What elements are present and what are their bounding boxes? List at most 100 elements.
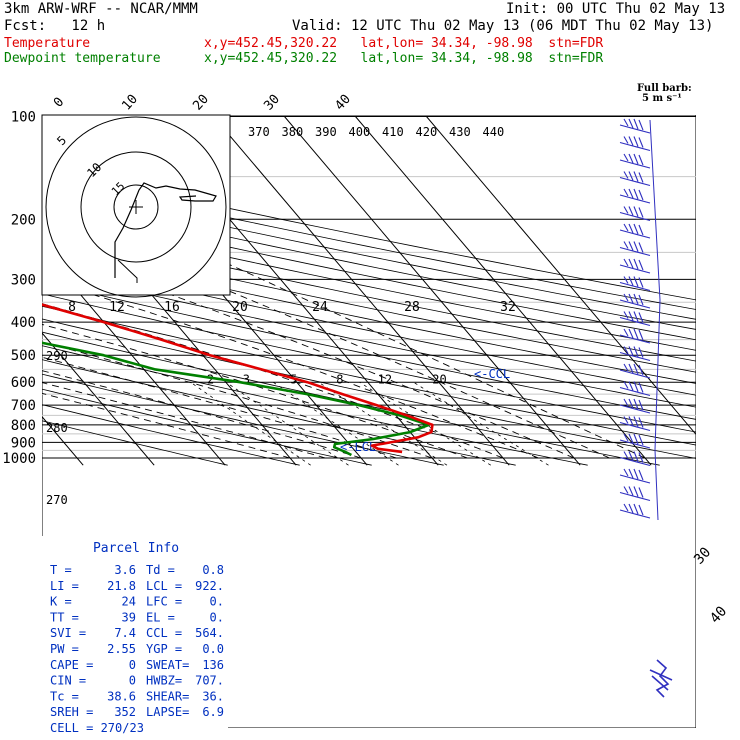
parcel-info-label: K = xyxy=(50,595,72,609)
parcel-info-value: 38.6 xyxy=(107,689,136,703)
parcel-info-value: 564. xyxy=(195,626,224,640)
parcel-info-label: CIN = xyxy=(50,674,86,688)
mixing-ratio-line xyxy=(318,381,448,466)
hodograph-ring xyxy=(45,116,227,298)
model-title: 3km ARW-WRF -- NCAR/MMM xyxy=(4,1,198,17)
hodograph-ring xyxy=(113,184,159,230)
hodograph-trace-tail xyxy=(117,259,138,283)
parcel-info-value: 6.9 xyxy=(202,705,224,719)
theta-label: 290 xyxy=(46,349,68,363)
temperature-tick-label: 30 xyxy=(261,92,283,114)
parcel-info-value: 352 xyxy=(114,705,136,719)
mixing-ratio-line xyxy=(225,381,349,466)
moist-adiabat-line xyxy=(42,370,362,459)
parcel-info-label: SVI = xyxy=(50,626,86,640)
wind-barb xyxy=(619,188,651,204)
wind-barb xyxy=(619,451,651,467)
wind-barbs-column xyxy=(619,118,673,698)
moist-adiabat-line xyxy=(42,323,468,459)
wind-barb xyxy=(619,311,651,327)
dewpoint-legend-label: Dewpoint temperature xyxy=(4,51,161,66)
mixing-ratio-line xyxy=(272,381,399,466)
theta-label: 420 xyxy=(416,125,438,139)
moist-adiabat-line xyxy=(42,356,397,459)
pressure-tick-label: 400 xyxy=(11,315,36,331)
wind-barb xyxy=(619,433,651,449)
wind-barb xyxy=(619,241,651,257)
pressure-tick-label: 800 xyxy=(11,418,36,434)
theta-label: 400 xyxy=(349,125,371,139)
temperature-legend-label: Temperature xyxy=(4,36,91,51)
parcel-info-label: SREH = xyxy=(50,705,93,719)
dry-adiabat-line xyxy=(42,167,696,301)
parcel-info-label: CCL = xyxy=(146,626,182,640)
parcel-info-value: 24 xyxy=(122,595,136,609)
parcel-info-label: HWBZ= xyxy=(146,674,182,688)
pressure-tick-label: 500 xyxy=(11,348,36,364)
wind-barb-cluster xyxy=(649,659,673,698)
parcel-info-background xyxy=(42,536,228,728)
parcel-info-label: EL = xyxy=(146,610,175,624)
wind-barb-staff xyxy=(649,119,661,521)
theta-label: 390 xyxy=(315,125,337,139)
wind-barb xyxy=(619,416,651,432)
pressure-tick-label: 300 xyxy=(11,272,36,288)
dry-adiabat-line xyxy=(42,388,372,466)
parcel-info-value: 0.8 xyxy=(202,563,224,577)
temperature-tick-label: 10 xyxy=(119,92,141,114)
wind-barb xyxy=(619,363,651,379)
hodograph-speed-tick: 24 xyxy=(312,300,328,315)
parcel-info-value: 36. xyxy=(202,689,224,703)
parcel-info-value: 7.4 xyxy=(114,626,136,640)
isotherm-line xyxy=(355,116,652,466)
temperature-tick-label: -10 xyxy=(0,89,2,116)
dry-adiabat-line xyxy=(42,331,660,466)
parcel-info-label: Tc = xyxy=(50,689,79,703)
wind-barb xyxy=(619,468,651,484)
theta-label: 370 xyxy=(248,125,270,139)
wind-barb xyxy=(619,398,651,414)
pressure-tick-label: 700 xyxy=(11,398,36,414)
parcel-info-label: CAPE = xyxy=(50,658,93,672)
parcel-info-value: 0. xyxy=(210,595,224,609)
parcel-info-label: SHEAR= xyxy=(146,689,189,703)
hodograph-trace xyxy=(114,182,217,278)
init-time: Init: 00 UTC Thu 02 May 13 xyxy=(506,1,726,17)
temperature-tick-label: 20 xyxy=(190,92,212,114)
dry-adiabat-line xyxy=(42,258,696,396)
wind-barb xyxy=(619,258,651,274)
temperature-tick-label: 0 xyxy=(51,95,67,111)
wind-barb xyxy=(619,486,651,502)
wind-barb xyxy=(619,328,651,344)
wind-barb xyxy=(619,293,651,309)
hodograph-speed-tick: 28 xyxy=(404,300,420,315)
parcel-info-box: Parcel Info T = 3.6 Td = 0.8 LI = 21.8 LCL = 922… xyxy=(42,536,228,735)
moist-adiabat-line xyxy=(42,303,504,459)
isotherm-line xyxy=(284,116,581,466)
moist-adiabat-line xyxy=(42,341,433,459)
mixing-ratio-label: 12 xyxy=(378,372,392,386)
parcel-info-label: YGP = xyxy=(146,642,182,656)
theta-label: 430 xyxy=(449,125,471,139)
parcel-info-value: 3.6 xyxy=(114,563,136,577)
mixing-ratio-line xyxy=(413,381,549,466)
parcel-info-value: 707. xyxy=(195,674,224,688)
parcel-info-label: Td = xyxy=(146,563,175,577)
parcel-info-value: 21.8 xyxy=(107,579,136,593)
hodograph-speed-tick: 8 xyxy=(68,300,76,315)
mixing-ratio-label: 2 xyxy=(207,372,214,386)
pressure-tick-label: 200 xyxy=(11,212,36,228)
temperature-legend-info: x,y=452.45,320.22 lat,lon= 34.34, -98.98… xyxy=(204,36,604,51)
dry-adiabat-line xyxy=(42,176,696,310)
dry-adiabat-line xyxy=(42,420,228,466)
temperature-tick-label: 40 xyxy=(332,92,354,114)
parcel-info-value: 136 xyxy=(202,658,224,672)
moist-adiabat-line xyxy=(44,218,610,459)
dry-adiabat-line xyxy=(42,404,300,466)
parcel-info-label: LFC = xyxy=(146,595,182,609)
parcel-info-label: PW = xyxy=(50,642,79,656)
dry-adiabat-line xyxy=(42,195,696,330)
parcel-info-label: SWEAT= xyxy=(146,658,189,672)
